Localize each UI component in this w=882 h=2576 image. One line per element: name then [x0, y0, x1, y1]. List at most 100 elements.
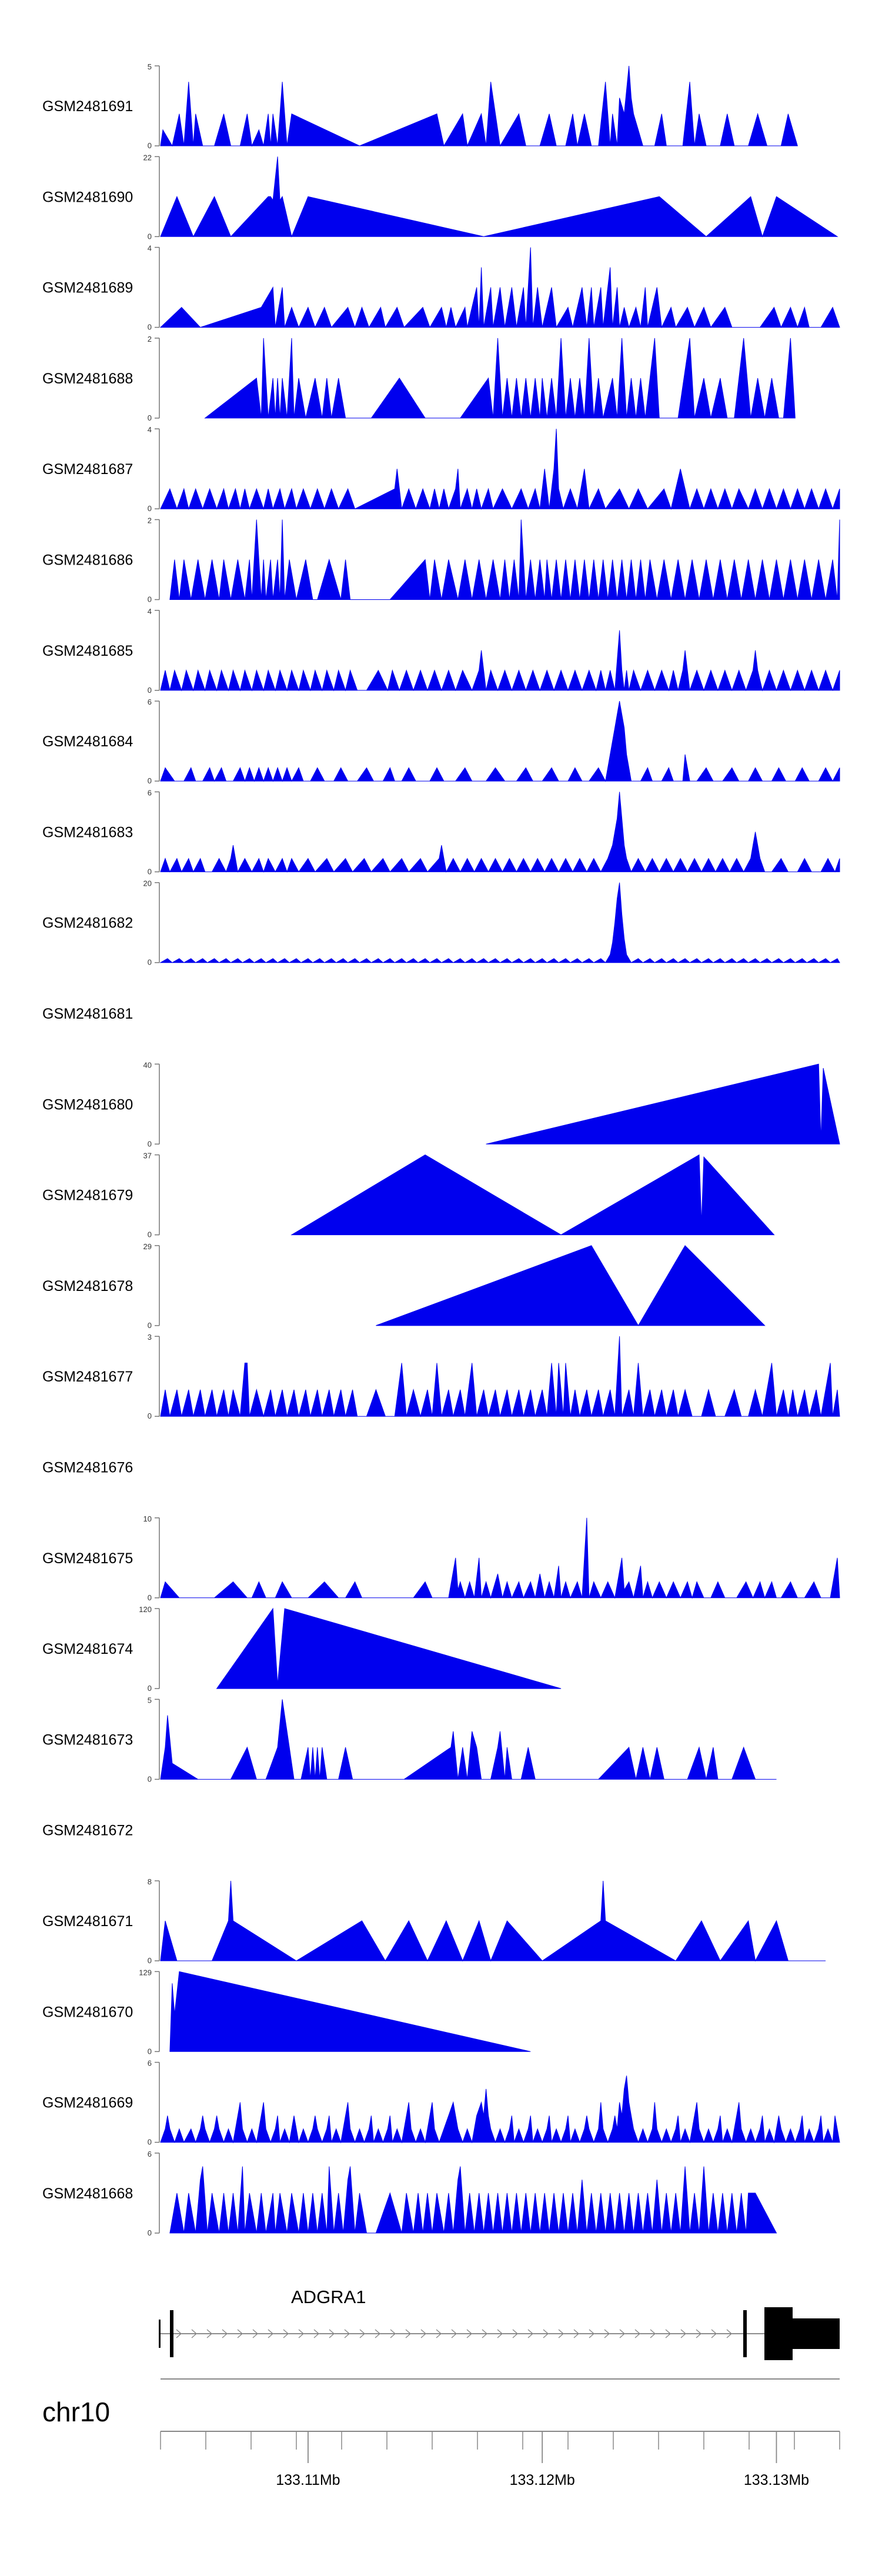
- strand-chevron: [390, 2329, 396, 2338]
- coverage-area: [160, 630, 840, 692]
- track-label: GSM2481688: [42, 371, 133, 387]
- exon: [743, 2310, 747, 2357]
- track-GSM2481690: GSM2481690 22 0: [42, 153, 838, 241]
- y-min-label: 0: [148, 1321, 152, 1330]
- strand-chevron: [634, 2329, 641, 2338]
- y-min-label: 0: [148, 413, 152, 422]
- track-GSM2481680: GSM2481680 40 0: [42, 1060, 840, 1148]
- strand-chevron: [283, 2329, 289, 2338]
- coverage-area: [159, 882, 840, 963]
- y-min-label: 0: [148, 232, 152, 241]
- strand-chevron: [726, 2329, 733, 2338]
- strand-chevron: [191, 2329, 198, 2338]
- axis-ticks: 133.11Mb 133.12Mb 133.13Mb: [160, 2431, 840, 2488]
- strand-chevron: [436, 2329, 442, 2338]
- y-min-label: 0: [148, 686, 152, 695]
- y-max-label: 6: [148, 698, 152, 706]
- track-GSM2481685: GSM2481685 4 0: [42, 607, 840, 695]
- y-min-label: 0: [148, 1139, 152, 1148]
- coverage-area: [376, 1245, 766, 1326]
- track-GSM2481687: GSM2481687 4 0: [42, 425, 840, 513]
- track-GSM2481678: GSM2481678 29 0: [42, 1242, 766, 1330]
- track-GSM2481681: GSM2481681: [42, 1006, 133, 1022]
- y-max-label: 6: [148, 788, 152, 797]
- gene-structure: [159, 2307, 840, 2360]
- y-max-label: 6: [148, 2059, 152, 2068]
- y-min-label: 0: [148, 1956, 152, 1965]
- strand-chevron: [359, 2329, 366, 2338]
- strand-chevron: [573, 2329, 580, 2338]
- strand-chevron: [268, 2329, 274, 2338]
- track-label: GSM2481671: [42, 1913, 133, 1930]
- track-label: GSM2481681: [42, 1006, 133, 1022]
- track-GSM2481668: GSM2481668 6 0: [42, 2150, 777, 2237]
- strand-chevron: [527, 2329, 534, 2338]
- track-label: GSM2481685: [42, 643, 133, 659]
- coverage-area: [486, 1063, 840, 1144]
- track-label: GSM2481677: [42, 1369, 133, 1385]
- track-label: GSM2481682: [42, 915, 133, 932]
- strand-chevron: [313, 2329, 320, 2338]
- exon: [764, 2307, 793, 2360]
- track-GSM2481682: GSM2481682 20 0: [42, 879, 840, 967]
- axis-track: chr10 133.11Mb 133.12Mb 133.13Mb: [42, 2378, 840, 2488]
- strand-chevron: [206, 2329, 213, 2338]
- coverage-area: [160, 429, 840, 510]
- coverage-area: [169, 1971, 531, 2052]
- strand-chevron: [696, 2329, 702, 2338]
- track-GSM2481670: GSM2481670 129 0: [42, 1968, 531, 2056]
- y-max-label: 22: [143, 153, 152, 162]
- track-GSM2481676: GSM2481676: [42, 1460, 133, 1476]
- coverage-area: [216, 1607, 562, 1689]
- track-label: GSM2481687: [42, 461, 133, 478]
- y-max-label: 5: [148, 1696, 152, 1704]
- track-label: GSM2481675: [42, 1550, 133, 1567]
- strand-chevron: [604, 2329, 610, 2338]
- gene-label: ADGRA1: [291, 2287, 366, 2307]
- gene-model: ADGRA1: [159, 2287, 840, 2360]
- y-max-label: 40: [143, 1060, 152, 1069]
- y-max-label: 2: [148, 335, 152, 343]
- y-min-label: 0: [148, 141, 152, 150]
- track-GSM2481672: GSM2481672: [42, 1823, 133, 1839]
- y-min-label: 0: [148, 323, 152, 332]
- y-min-label: 0: [148, 867, 152, 876]
- y-max-label: 29: [143, 1242, 152, 1251]
- strand-chevron: [558, 2329, 564, 2338]
- coverage-area: [159, 247, 840, 329]
- y-min-label: 0: [148, 1684, 152, 1693]
- track-label: GSM2481680: [42, 1096, 133, 1113]
- track-GSM2481669: GSM2481669 6 0: [42, 2059, 840, 2147]
- strand-chevron: [375, 2329, 381, 2338]
- coverage-area: [160, 701, 840, 782]
- y-min-label: 0: [148, 1593, 152, 1602]
- track-GSM2481686: GSM2481686 2 0: [42, 516, 840, 604]
- track-GSM2481671: GSM2481671 8 0: [42, 1877, 826, 1965]
- strand-chevron: [482, 2329, 488, 2338]
- track-label: GSM2481669: [42, 2095, 133, 2111]
- y-min-label: 0: [148, 1412, 152, 1420]
- track-label: GSM2481674: [42, 1641, 133, 1657]
- strand-chevron: [222, 2329, 228, 2338]
- x-tick-label: 133.11Mb: [276, 2472, 340, 2488]
- y-max-label: 20: [143, 879, 152, 888]
- track-label: GSM2481679: [42, 1187, 133, 1204]
- track-label: GSM2481689: [42, 280, 133, 296]
- y-max-label: 5: [148, 62, 152, 71]
- coverage-area: [160, 1699, 777, 1780]
- strand-chevron: [466, 2329, 473, 2338]
- y-max-label: 120: [139, 1605, 152, 1614]
- strand-chevron: [329, 2329, 335, 2338]
- y-min-label: 0: [148, 776, 152, 785]
- strand-chevron: [619, 2329, 626, 2338]
- y-min-label: 0: [148, 2138, 152, 2147]
- strand-chevron: [680, 2329, 687, 2338]
- y-max-label: 3: [148, 1333, 152, 1342]
- track-GSM2481689: GSM2481689 4 0: [42, 244, 840, 332]
- y-max-label: 37: [143, 1152, 152, 1160]
- strand-chevron: [298, 2329, 305, 2338]
- track-label: GSM2481684: [42, 733, 133, 750]
- strand-chevron: [543, 2329, 549, 2338]
- exon: [793, 2318, 840, 2349]
- y-max-label: 2: [148, 516, 152, 525]
